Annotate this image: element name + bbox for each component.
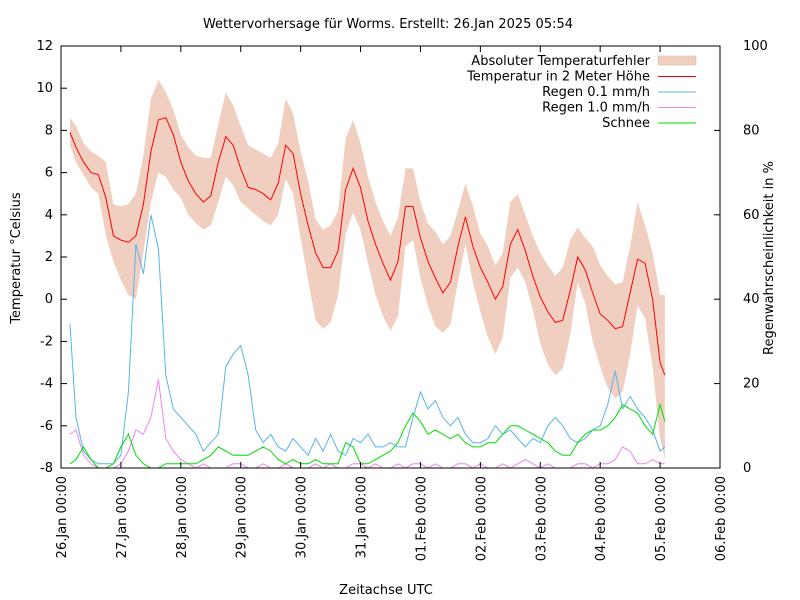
legend-label: Regen 1.0 mm/h	[542, 101, 650, 116]
series-line-schnee	[69, 402, 666, 469]
x-tick-label: 03.Feb 00:00	[534, 476, 549, 561]
y2-tick-label: 0	[743, 461, 751, 476]
y-tick-label: 0	[45, 292, 53, 307]
x-tick-label: 27.Jan 00:00	[115, 476, 130, 558]
legend-label: Schnee	[602, 116, 650, 131]
y-tick-label: 4	[45, 208, 53, 223]
x-tick-label: 30.Jan 00:00	[295, 476, 310, 558]
error-band-layer	[70, 79, 665, 460]
legend-swatch	[657, 55, 697, 66]
y-tick-label: 10	[36, 81, 53, 96]
series-line-regen-0-1-mm-h	[69, 214, 666, 465]
series-line-temperatur-in-2-meter-h-he	[69, 117, 666, 376]
x-tick-label: 26.Jan 00:00	[55, 476, 70, 558]
x-tick-label: 29.Jan 00:00	[235, 476, 250, 558]
y-tick-label: -8	[40, 461, 53, 476]
x-tick-label: 28.Jan 00:00	[175, 476, 190, 558]
axis-ticks: -8 -6 -4 -2 0 2 4 6 8 10 12 0 20 40 60 80 100 26.Jan 00:0…	[36, 39, 767, 561]
x-tick-label: 31.Jan 00:00	[355, 476, 370, 558]
y2-tick-label: 80	[743, 123, 760, 138]
x-tick-label: 01.Feb 00:00	[414, 476, 429, 561]
legend-label: Absoluter Temperaturfehler	[471, 54, 650, 69]
y-axis-label: Temperatur °Celsius	[9, 192, 24, 325]
legend-label: Regen 0.1 mm/h	[542, 85, 650, 100]
chart-title: Wettervorhersage für Worms. Erstellt: 26…	[203, 17, 573, 32]
y-tick-label: -2	[40, 334, 53, 349]
y-tick-label: -4	[40, 377, 53, 392]
y-tick-label: 6	[45, 166, 53, 181]
y-tick-label: 8	[45, 123, 53, 138]
y2-tick-label: 20	[743, 377, 760, 392]
x-tick-label: 04.Feb 00:00	[594, 476, 609, 561]
y-tick-label: 12	[36, 39, 53, 54]
y2-tick-label: 60	[743, 208, 760, 223]
y2-tick-label: 100	[743, 39, 768, 54]
series-line-regen-1-0-mm-h	[69, 379, 665, 469]
y-tick-label: 2	[45, 250, 53, 265]
temperature-error-band	[70, 79, 665, 460]
y2-tick-label: 40	[743, 292, 760, 307]
y2-axis-label: Regenwahrscheinlichkeit in %	[762, 161, 777, 355]
y-tick-label: -6	[40, 419, 53, 434]
x-tick-label: 06.Feb 00:00	[714, 476, 729, 561]
x-tick-label: 02.Feb 00:00	[474, 476, 489, 561]
x-axis-label: Zeitachse UTC	[339, 583, 433, 598]
x-tick-label: 05.Feb 00:00	[654, 476, 669, 561]
legend-label: Temperatur in 2 Meter Höhe	[466, 70, 650, 85]
